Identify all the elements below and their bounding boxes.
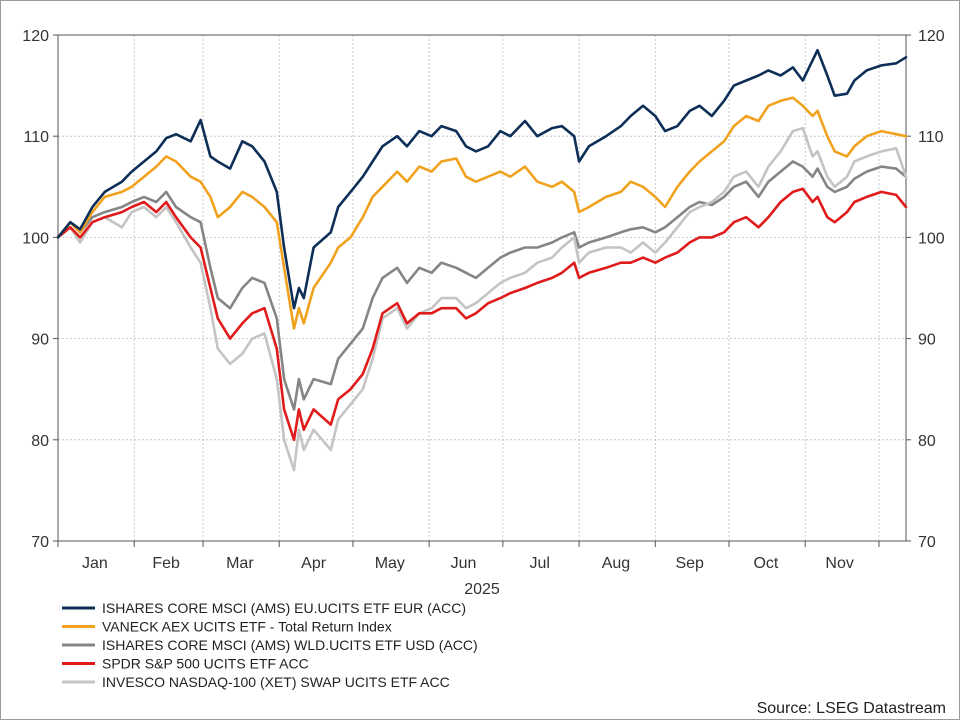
y-tick-label-right: 70 [918,534,936,551]
x-tick-label: Oct [753,555,778,572]
y-tick-label-left: 90 [31,332,49,349]
series-lines [56,48,908,472]
plot-area [57,34,907,542]
x-tick-label: Mar [226,555,254,572]
x-tick-label: Feb [152,555,180,572]
series-line-2 [56,96,908,330]
source-note: Source: LSEG Datastream [757,700,946,717]
x-tick-label: Jun [451,555,477,572]
series-line-1 [56,48,908,310]
legend-label: ISHARES CORE MSCI (AMS) EU.UCITS ETF EUR… [102,600,466,616]
y-tick-label-right: 110 [918,129,944,146]
y-axis-right: 70 80 90 100 110 120 [906,28,945,551]
y-tick-label-left: 120 [22,28,49,45]
y-tick-label-right: 90 [918,332,936,349]
x-tick-label: Aug [602,555,630,572]
y-tick-label-right: 120 [918,28,945,45]
x-tick-label: Sep [675,555,704,572]
y-tick-label-right: 100 [918,230,945,247]
x-tick-label: Apr [301,555,327,572]
y-tick-label-left: 70 [31,534,49,551]
x-tick-label: Jan [82,555,108,572]
x-tick-label: Nov [825,555,853,572]
series-line-4 [56,187,908,442]
legend-label: ISHARES CORE MSCI (AMS) WLD.UCITS ETF US… [102,637,478,653]
y-axis-left: 70 80 90 100 110 120 [22,28,58,551]
x-tick-label: May [375,555,405,572]
series-line-3 [56,160,908,411]
legend-label: INVESCO NASDAQ-100 (XET) SWAP UCITS ETF … [102,674,450,690]
y-tick-label-left: 110 [23,129,49,146]
y-tick-label-left: 100 [22,230,49,247]
x-axis-label: 2025 [464,581,500,598]
y-tick-label-right: 80 [918,433,936,450]
grid-lines [58,35,906,541]
y-tick-label-left: 80 [31,433,49,450]
legend-label: SPDR S&P 500 UCITS ETF ACC [102,656,309,672]
series-line-5 [56,126,908,472]
legend: ISHARES CORE MSCI (AMS) EU.UCITS ETF EUR… [62,600,478,690]
x-tick-label: Jul [530,555,550,572]
x-axis: Jan Feb Mar Apr May Jun Jul Aug Sep Oct Nov [57,541,880,572]
legend-label: VANECK AEX UCITS ETF - Total Return Inde… [102,619,392,635]
